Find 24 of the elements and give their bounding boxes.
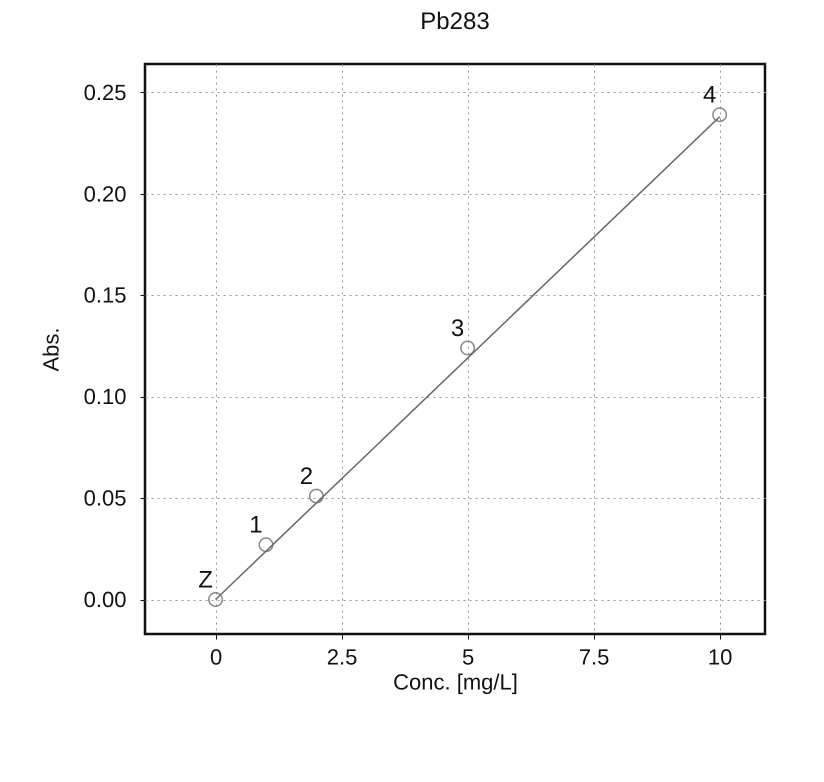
y-tick-label: 0.15 <box>84 282 126 308</box>
y-tick-label: 0.20 <box>84 181 126 206</box>
y-tick-label: 0.10 <box>84 384 126 410</box>
y-axis-title: Abs. <box>38 327 64 372</box>
annotation: 3 <box>450 314 464 342</box>
y-tick-label: 0.25 <box>84 80 126 105</box>
point <box>258 537 274 552</box>
point <box>460 340 476 356</box>
y-tick-label: 0.00 <box>84 587 126 612</box>
x-tick-label: 10 <box>708 644 732 670</box>
point <box>208 592 224 607</box>
x-tick-label: 0 <box>210 644 222 670</box>
annotation: 4 <box>702 82 716 109</box>
y-tick-label: 0.05 <box>84 486 126 511</box>
x-tick-label: 5 <box>462 644 474 670</box>
point <box>712 107 728 122</box>
x-tick-label: 2.5 <box>326 644 358 670</box>
annotation: Z <box>198 566 213 594</box>
annotation: 2 <box>300 463 314 490</box>
x-axis-title: Conc. [mg/L] <box>393 670 518 694</box>
annotation: 1 <box>249 512 263 539</box>
chart-title: Pb283 <box>420 8 490 35</box>
point <box>308 488 324 504</box>
x-tick-label: 7.5 <box>578 644 610 670</box>
